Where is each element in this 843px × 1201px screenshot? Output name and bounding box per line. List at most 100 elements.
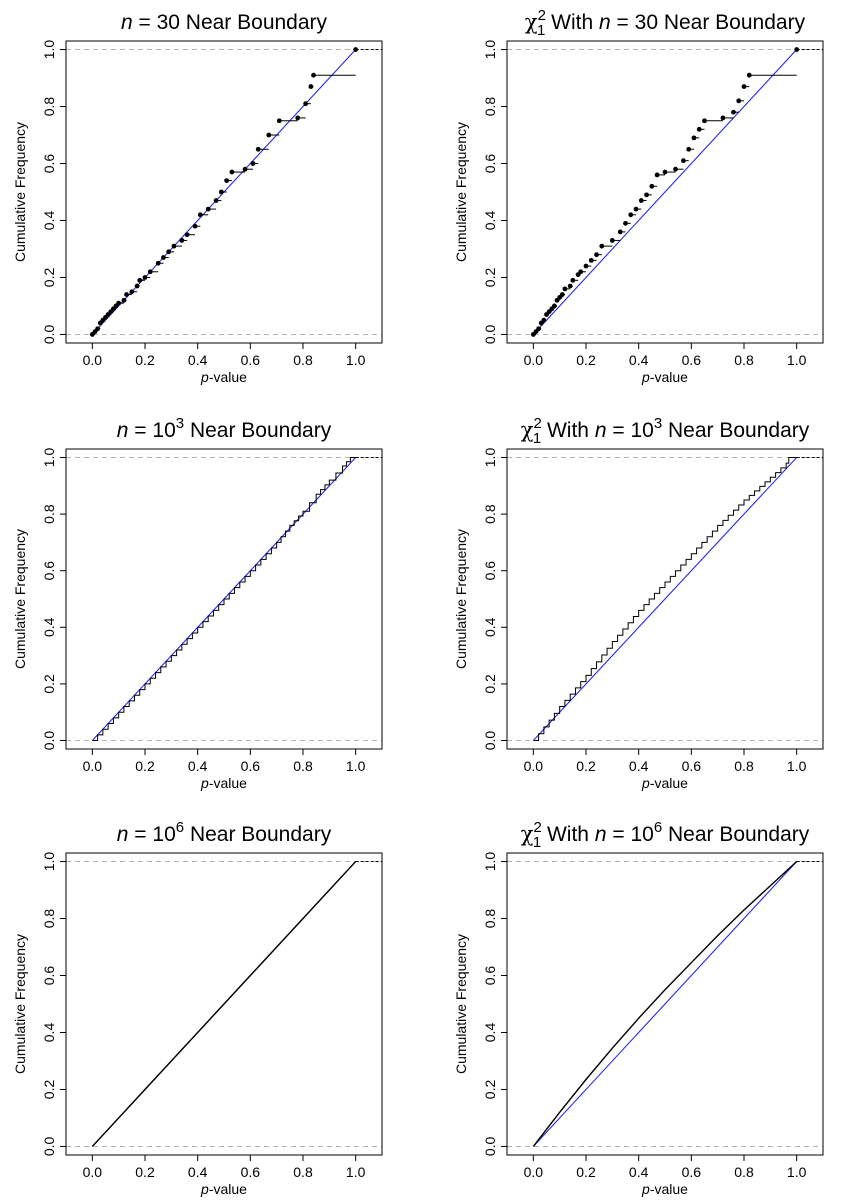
ecdf-point bbox=[662, 169, 668, 175]
ecdf-point bbox=[559, 292, 565, 297]
x-tick-label: 1.0 bbox=[787, 758, 807, 774]
x-axis-label: p-value bbox=[200, 1181, 247, 1197]
ecdf-point bbox=[583, 263, 589, 269]
chart-panel-2: 0.0 0.2 0.4 0.6 0.8 1.0 0.0 0.2 0.4 0.6 0.8 1.0 p-va… bbox=[453, 7, 824, 385]
x-tick-label: 0.4 bbox=[629, 352, 649, 368]
chart-title: χ2 1 With n = 103 Near Boundary bbox=[521, 415, 810, 447]
plot-frame bbox=[65, 448, 383, 750]
y-tick-label: 0.0 bbox=[41, 325, 57, 345]
y-axis-label: Cumulative Frequency bbox=[12, 934, 28, 1074]
ecdf-point bbox=[166, 249, 172, 255]
ecdf-point bbox=[673, 166, 678, 172]
y-tick-label: 1.0 bbox=[41, 852, 57, 872]
x-tick-label: 0.8 bbox=[293, 1164, 313, 1180]
y-tick-label: 0.0 bbox=[482, 1137, 498, 1157]
x-tick-label: 0.6 bbox=[682, 758, 702, 774]
chart-title: n = 103 Near Boundary bbox=[117, 415, 332, 442]
plot-frame bbox=[506, 40, 824, 344]
x-tick-label: 0.4 bbox=[188, 352, 208, 368]
ecdf-point bbox=[95, 326, 100, 332]
y-tick-label: 0.8 bbox=[482, 909, 498, 929]
ecdf-point bbox=[628, 212, 634, 218]
ecdf-point bbox=[654, 172, 660, 178]
ecdf-point bbox=[731, 109, 736, 115]
y-tick-label: 0.4 bbox=[41, 1023, 57, 1043]
ecdf-point bbox=[702, 118, 707, 124]
y-tick-label: 0.6 bbox=[41, 561, 57, 581]
ecdf-point bbox=[224, 178, 230, 184]
y-tick-label: 0.6 bbox=[41, 154, 57, 174]
ecdf-point bbox=[794, 47, 800, 52]
chart-title: χ2 1 With n = 30 Near Boundary bbox=[525, 7, 806, 39]
x-tick-label: 0.6 bbox=[241, 352, 261, 368]
ecdf-point bbox=[746, 72, 752, 78]
y-tick-label: 0.6 bbox=[482, 154, 498, 174]
y-tick-label: 0.4 bbox=[482, 617, 498, 637]
ecdf-point bbox=[686, 146, 692, 152]
ecdf-point bbox=[691, 135, 697, 141]
y-tick-label: 1.0 bbox=[41, 40, 57, 60]
x-tick-label: 0.2 bbox=[135, 758, 155, 774]
x-tick-label: 0.2 bbox=[135, 352, 155, 368]
y-axis-label: Cumulative Frequency bbox=[453, 529, 469, 669]
ecdf-point bbox=[311, 72, 316, 78]
y-tick-label: 0.2 bbox=[41, 1080, 57, 1100]
plot-frame bbox=[65, 852, 383, 1156]
y-tick-label: 0.2 bbox=[482, 1080, 498, 1100]
x-axis-label: p-value bbox=[200, 369, 247, 385]
x-tick-label: 0.8 bbox=[734, 352, 754, 368]
x-tick-label: 1.0 bbox=[346, 758, 366, 774]
y-tick-label: 0.2 bbox=[41, 674, 57, 694]
x-tick-label: 0.0 bbox=[524, 758, 544, 774]
plot-frame bbox=[506, 448, 824, 750]
ecdf-point bbox=[649, 183, 655, 189]
ecdf-point bbox=[696, 126, 702, 132]
chart-panel-6: 0.0 0.2 0.4 0.6 0.8 1.0 0.0 0.2 0.4 0.6 0.8 1.0 p-va… bbox=[453, 819, 824, 1197]
x-axis-label: p-value bbox=[641, 369, 688, 385]
ecdf-point bbox=[570, 277, 576, 283]
ecdf-point bbox=[308, 84, 314, 89]
chart-panel-1: 0.0 0.2 0.4 0.6 0.8 1.0 0.0 0.2 0.4 0.6 0.8 1.0 p-va… bbox=[12, 11, 383, 385]
ecdf-point bbox=[541, 317, 547, 323]
ecdf-point bbox=[255, 146, 261, 152]
chart-title: χ2 1 With n = 106 Near Boundary bbox=[521, 819, 810, 851]
ecdf-point bbox=[536, 326, 541, 332]
y-tick-label: 1.0 bbox=[41, 448, 57, 468]
x-tick-label: 0.4 bbox=[188, 758, 208, 774]
ecdf-point bbox=[137, 277, 143, 283]
x-tick-label: 0.8 bbox=[293, 352, 313, 368]
uniform-reference-line bbox=[532, 49, 798, 335]
x-tick-label: 0.0 bbox=[524, 352, 544, 368]
chart-title: n = 30 Near Boundary bbox=[121, 11, 328, 34]
x-tick-label: 0.6 bbox=[682, 1164, 702, 1180]
y-tick-label: 0.8 bbox=[41, 909, 57, 929]
ecdf-point bbox=[303, 101, 309, 107]
ecdf-step-line bbox=[533, 456, 797, 742]
ecdf-point bbox=[121, 297, 127, 303]
y-tick-label: 0.0 bbox=[482, 325, 498, 345]
ecdf-point bbox=[562, 286, 568, 292]
ecdf-point bbox=[161, 255, 166, 260]
y-tick-label: 0.0 bbox=[41, 731, 57, 751]
x-tick-label: 0.0 bbox=[83, 1164, 103, 1180]
ecdf-point bbox=[623, 220, 628, 226]
ecdf-point bbox=[638, 198, 644, 203]
x-tick-label: 1.0 bbox=[346, 1164, 366, 1180]
chart-panel-3: 0.0 0.2 0.4 0.6 0.8 1.0 0.0 0.2 0.4 0.6 0.8 1.0 p-va… bbox=[12, 415, 383, 791]
x-tick-label: 0.8 bbox=[734, 1164, 754, 1180]
ecdf-point bbox=[644, 192, 649, 198]
x-tick-label: 0.6 bbox=[241, 758, 261, 774]
ecdf-point bbox=[617, 229, 623, 235]
x-tick-label: 0.2 bbox=[576, 352, 596, 368]
uniform-reference-line bbox=[532, 861, 798, 1147]
ecdf-point bbox=[578, 269, 584, 275]
x-tick-label: 0.8 bbox=[293, 758, 313, 774]
ecdf-point bbox=[155, 260, 161, 266]
y-tick-label: 0.2 bbox=[482, 674, 498, 694]
chart-panel-4: 0.0 0.2 0.4 0.6 0.8 1.0 0.0 0.2 0.4 0.6 0.8 1.0 p-va… bbox=[453, 415, 824, 791]
x-tick-label: 0.2 bbox=[135, 1164, 155, 1180]
y-tick-label: 0.8 bbox=[482, 504, 498, 524]
ecdf-point bbox=[736, 98, 742, 104]
ecdf-point bbox=[229, 169, 235, 175]
ecdf-point bbox=[242, 166, 248, 172]
